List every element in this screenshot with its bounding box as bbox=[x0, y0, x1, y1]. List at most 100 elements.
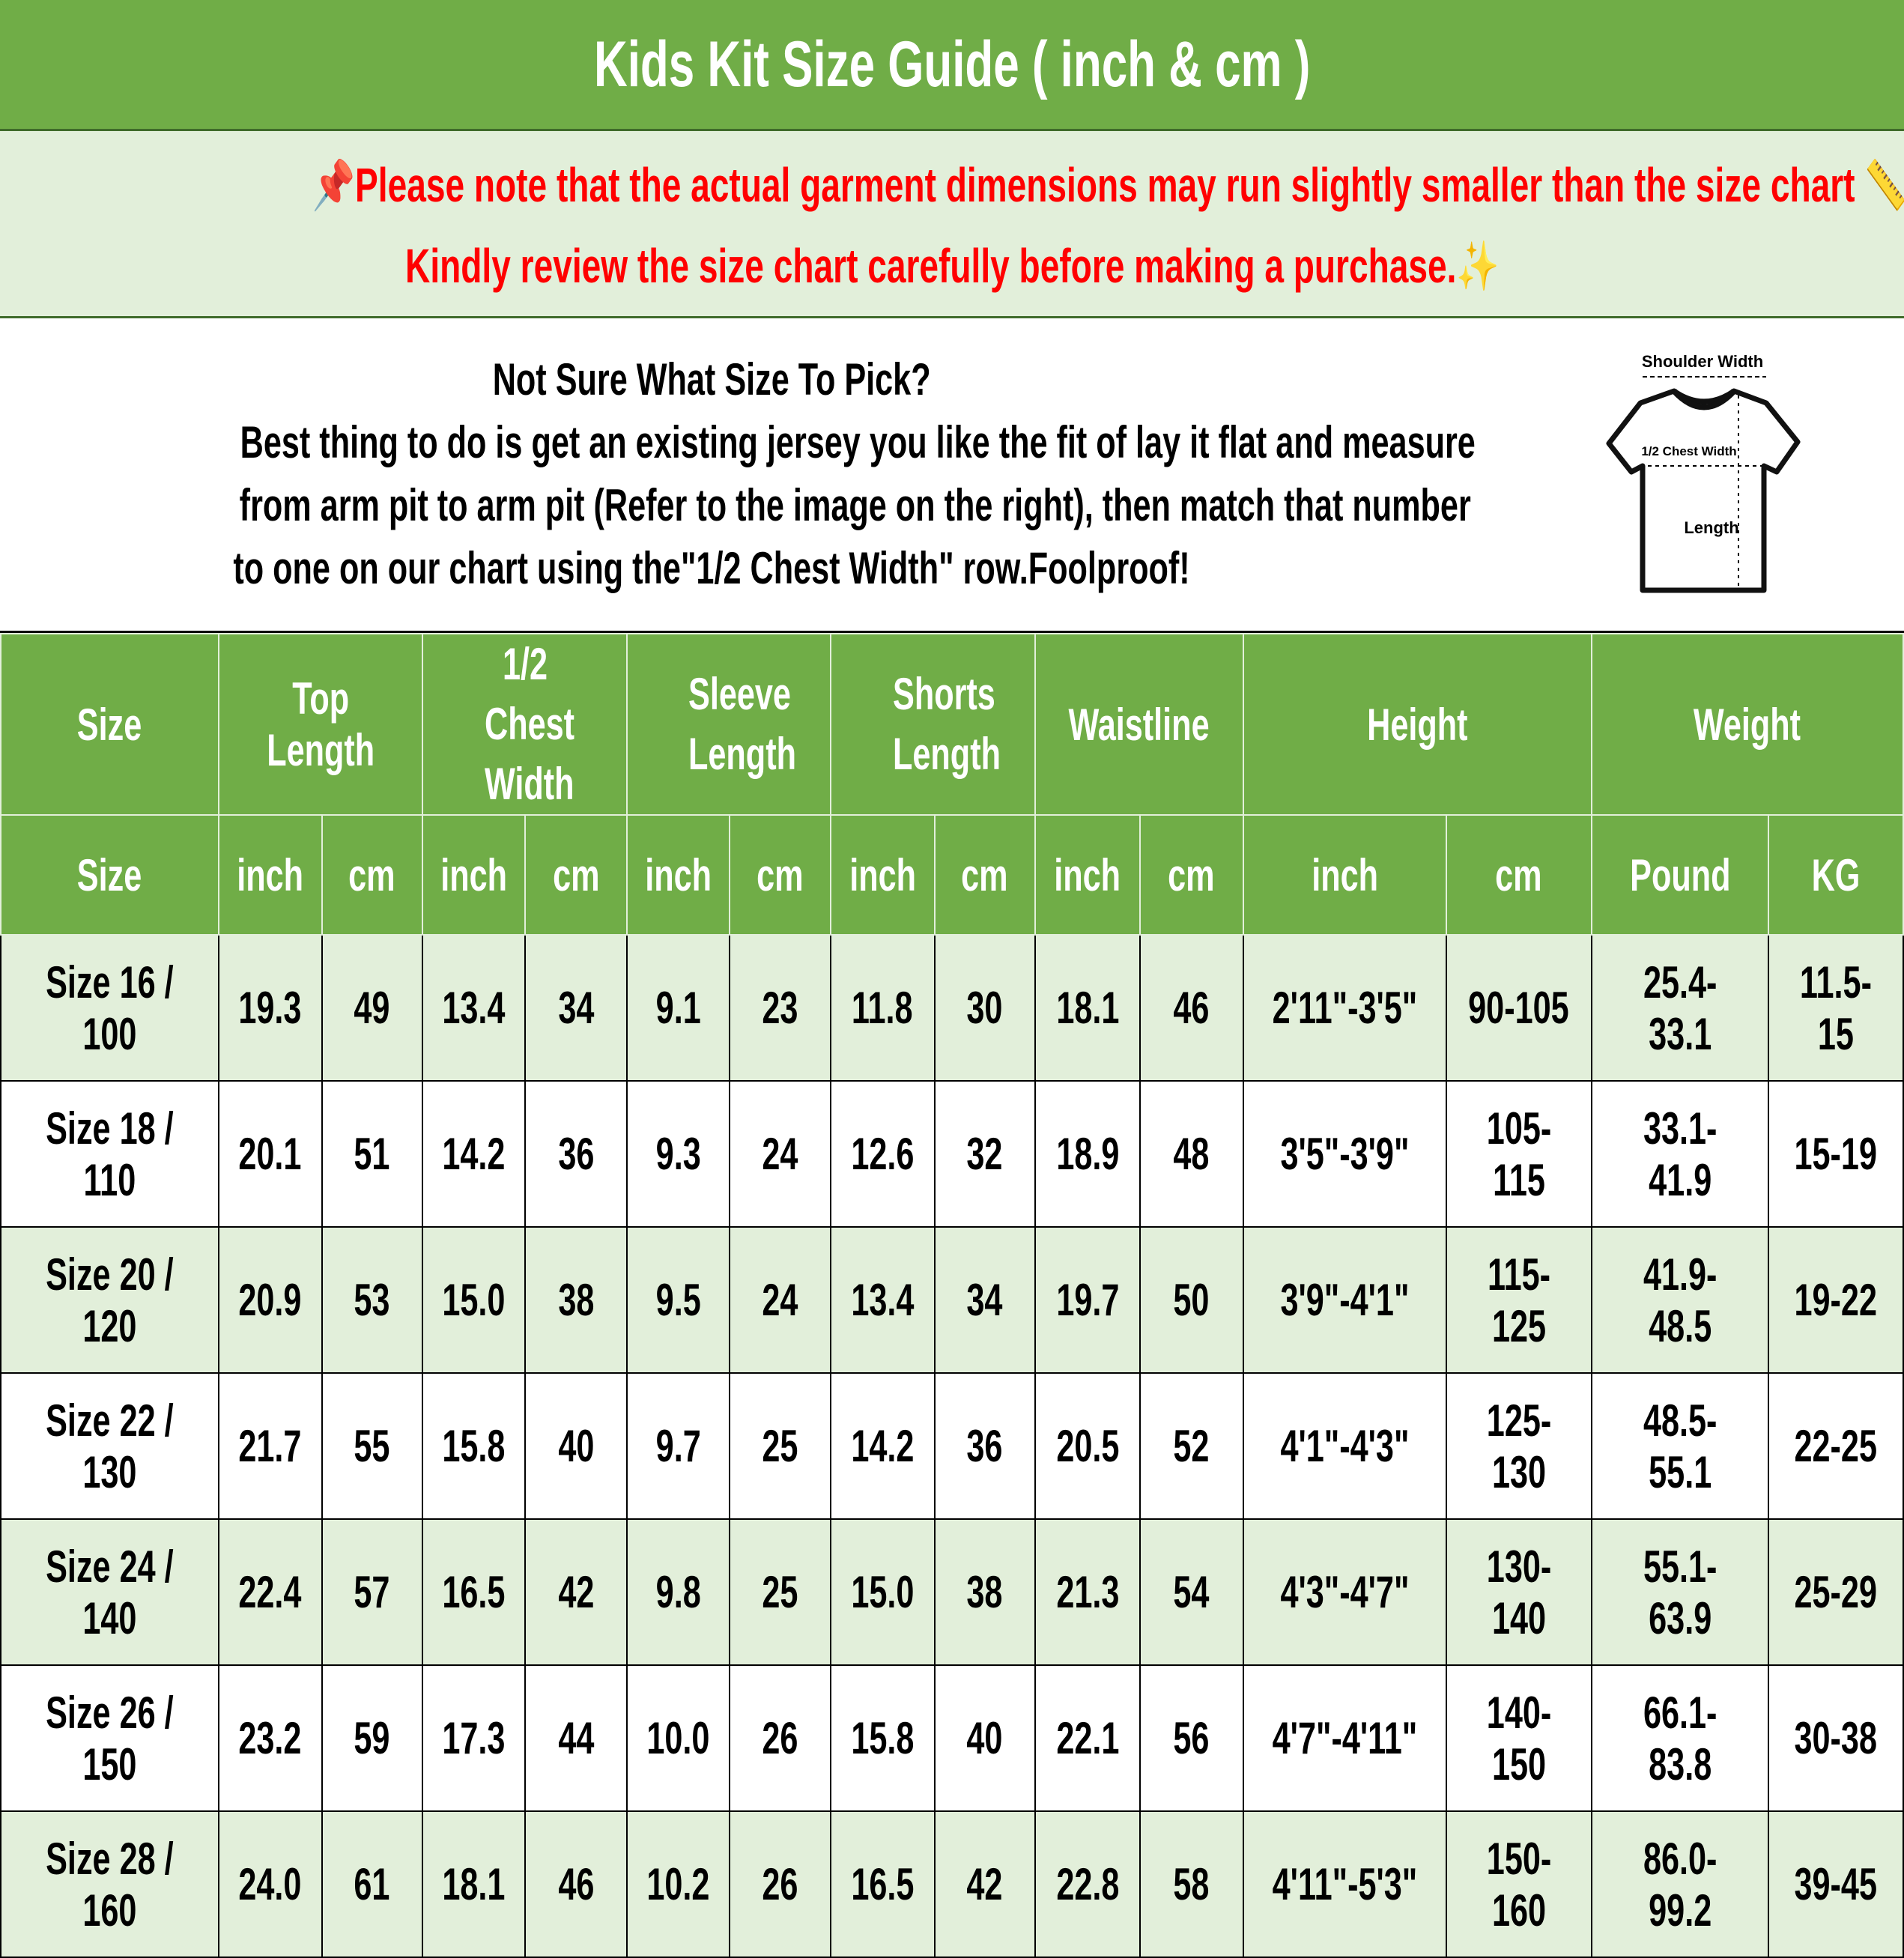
table-cell-text: 16.5 bbox=[851, 1859, 915, 1909]
tshirt-diagram-icon: Shoulder Width 1/2 Chest Width Length bbox=[1606, 352, 1801, 593]
table-cell-text: 34 bbox=[966, 1275, 1003, 1325]
table-cell: 40 bbox=[933, 1664, 1037, 1812]
table-row: Size 20 / 120 20.9 53 15.0 38 9.5 24 13.4 34 19.7… bbox=[0, 1226, 1904, 1374]
table-cell: 21.3 bbox=[1034, 1518, 1141, 1666]
table-cell-text: 15.0 bbox=[851, 1567, 915, 1617]
table-cell: 14.2 bbox=[422, 1080, 526, 1228]
table-cell-text: 54 bbox=[1173, 1567, 1210, 1617]
table-cell-text: 20.5 bbox=[1055, 1421, 1120, 1471]
table-cell: 90-105 bbox=[1445, 934, 1592, 1082]
table-cell-text: 25 bbox=[762, 1567, 798, 1617]
table-cell-text: 150-160 bbox=[1486, 1833, 1551, 1936]
unit-header-text: inch bbox=[849, 849, 916, 900]
table-cell: 9.8 bbox=[626, 1518, 731, 1666]
table-cell: 9.5 bbox=[626, 1226, 731, 1374]
table-cell: 23 bbox=[729, 934, 831, 1082]
table-cell-text: 4'11"-5'3" bbox=[1272, 1859, 1418, 1909]
table-cell-text: 52 bbox=[1173, 1421, 1210, 1471]
info-line-3: to one on our chart using the"1/2 Chest … bbox=[233, 543, 1190, 593]
table-cell: 50 bbox=[1139, 1226, 1244, 1374]
table-cell: 19.7 bbox=[1034, 1226, 1141, 1374]
table-cell: 36 bbox=[933, 1372, 1037, 1520]
table-cell-text: 36 bbox=[558, 1129, 595, 1179]
table-cell: 26 bbox=[729, 1664, 831, 1812]
unit-header-text: cm bbox=[757, 849, 804, 900]
table-cell: 9.1 bbox=[626, 934, 731, 1082]
table-cell: Size 24 / 140 bbox=[0, 1518, 219, 1666]
table-cell: 125-130 bbox=[1445, 1372, 1592, 1520]
table-cell: 41.9-48.5 bbox=[1590, 1226, 1770, 1374]
table-cell-text: 42 bbox=[966, 1859, 1003, 1909]
table-cell: 39-45 bbox=[1768, 1810, 1904, 1958]
table-cell: 25 bbox=[729, 1518, 831, 1666]
table-cell: 51 bbox=[321, 1080, 424, 1228]
table-cell: 15.8 bbox=[422, 1372, 526, 1520]
table-cell-text: Size 20 / 120 bbox=[46, 1249, 174, 1351]
unit-header-text: cm bbox=[1495, 849, 1542, 900]
table-cell-text: 14.2 bbox=[442, 1129, 506, 1179]
table-cell: 48.5-55.1 bbox=[1590, 1372, 1770, 1520]
table-cell-text: 56 bbox=[1173, 1713, 1210, 1763]
table-cell-text: 11.5-15 bbox=[1800, 957, 1873, 1059]
info-line-2: from arm pit to arm pit (Refer to the im… bbox=[239, 480, 1471, 530]
table-cell: 22-25 bbox=[1768, 1372, 1904, 1520]
table-row: Size 18 / 110 20.1 51 14.2 36 9.3 24 12.6 32 18.9… bbox=[0, 1080, 1904, 1228]
table-row: Size 28 / 160 24.0 61 18.1 46 10.2 26 16.5 42 22.… bbox=[0, 1810, 1904, 1958]
table-cell: 115-125 bbox=[1445, 1226, 1592, 1374]
table-cell-text: 61 bbox=[354, 1859, 390, 1909]
table-cell-text: 59 bbox=[354, 1713, 390, 1763]
table-cell: 25-29 bbox=[1768, 1518, 1904, 1666]
table-cell-text: 25.4-33.1 bbox=[1643, 957, 1717, 1059]
table-cell-text: 24 bbox=[762, 1129, 798, 1179]
group-header-text: Height bbox=[1367, 699, 1468, 750]
table-cell-text: 13.4 bbox=[442, 983, 506, 1033]
table-cell: 22.4 bbox=[217, 1518, 323, 1666]
table-cell-text: 19.7 bbox=[1055, 1275, 1120, 1325]
table-cell-text: 9.5 bbox=[655, 1275, 701, 1325]
table-cell: 140-150 bbox=[1445, 1664, 1592, 1812]
table-cell-text: 4'1"-4'3" bbox=[1280, 1421, 1410, 1471]
table-cell: 11.8 bbox=[829, 934, 936, 1082]
table-cell-text: 49 bbox=[354, 983, 390, 1033]
unit-header: cm bbox=[1139, 814, 1244, 936]
table-cell-text: 19-22 bbox=[1794, 1275, 1878, 1325]
table-cell: 2'11"-3'5" bbox=[1242, 934, 1447, 1082]
table-cell-text: 38 bbox=[966, 1567, 1003, 1617]
table-cell: 30-38 bbox=[1768, 1664, 1904, 1812]
table-cell: 150-160 bbox=[1445, 1810, 1592, 1958]
table-cell-text: 25-29 bbox=[1794, 1567, 1878, 1617]
table-cell-text: 21.3 bbox=[1055, 1567, 1120, 1617]
table-row: Size 16 / 100 19.3 49 13.4 34 9.1 23 11.8 30 18.1… bbox=[0, 934, 1904, 1082]
chest-width-label: 1/2 Chest Width bbox=[1641, 444, 1736, 458]
table-cell-text: 22.8 bbox=[1055, 1859, 1120, 1909]
table-cell: 22.1 bbox=[1034, 1664, 1141, 1812]
table-cell: 52 bbox=[1139, 1372, 1244, 1520]
table-cell-text: 3'5"-3'9" bbox=[1280, 1129, 1410, 1179]
group-header-text: Top Length bbox=[266, 673, 375, 775]
unit-header-text: inch bbox=[1054, 849, 1121, 900]
table-cell: 66.1-83.8 bbox=[1590, 1664, 1770, 1812]
table-cell-text: 10.0 bbox=[646, 1713, 710, 1763]
table-cell: 34 bbox=[524, 934, 628, 1082]
table-cell: 9.7 bbox=[626, 1372, 731, 1520]
table-cell: 86.0-99.2 bbox=[1590, 1810, 1770, 1958]
table-cell: 48 bbox=[1139, 1080, 1244, 1228]
unit-header: inch bbox=[626, 814, 731, 936]
table-cell-text: 24 bbox=[762, 1275, 798, 1325]
table-cell: 49 bbox=[321, 934, 424, 1082]
table-cell-text: 22.1 bbox=[1055, 1713, 1120, 1763]
table-cell-text: 90-105 bbox=[1468, 983, 1569, 1033]
table-cell: 14.2 bbox=[829, 1372, 936, 1520]
unit-header-text: cm bbox=[1168, 849, 1215, 900]
table-cell: 13.4 bbox=[829, 1226, 936, 1374]
table-cell-text: 50 bbox=[1173, 1275, 1210, 1325]
table-cell: 20.9 bbox=[217, 1226, 323, 1374]
table-cell-text: 42 bbox=[558, 1567, 595, 1617]
unit-header: inch bbox=[422, 814, 526, 936]
table-cell-text: 18.9 bbox=[1055, 1129, 1120, 1179]
table-cell-text: 53 bbox=[354, 1275, 390, 1325]
unit-header: Pound bbox=[1590, 814, 1770, 936]
table-row: Size 26 / 150 23.2 59 17.3 44 10.0 26 15.8 40 22.… bbox=[0, 1664, 1904, 1812]
table-cell-text: 15.8 bbox=[851, 1713, 915, 1763]
table-cell-text: 55.1-63.9 bbox=[1643, 1541, 1717, 1643]
